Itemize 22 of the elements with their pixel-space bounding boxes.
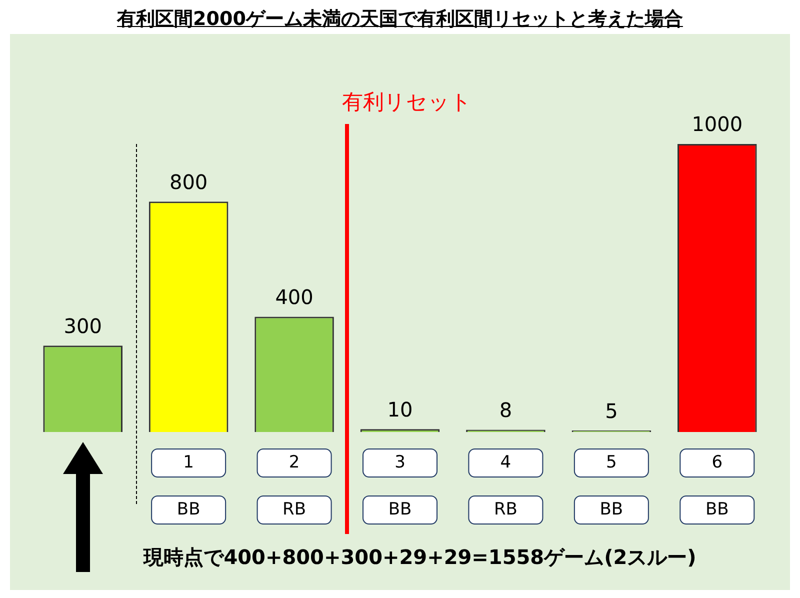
- text: BB: [176, 499, 200, 520]
- x-tick-label: 1: [183, 452, 194, 472]
- data-label: 1000: [692, 112, 743, 136]
- x-tick-label: 5: [606, 452, 617, 472]
- data-label: 800: [169, 170, 208, 194]
- data-label: 400: [275, 285, 314, 310]
- x-tick-label: 2: [288, 452, 300, 472]
- text: 現時点で400+800+300+29+29=1558ゲーム(2スルー): [142, 545, 696, 570]
- data-label: 300: [64, 314, 102, 338]
- text: BB: [600, 499, 624, 520]
- data-label: 8: [499, 398, 512, 422]
- x-tick-label: 6: [712, 452, 723, 472]
- text: BB: [388, 499, 412, 520]
- x-tick-label: 4: [500, 452, 512, 472]
- data-label: 10: [387, 397, 413, 422]
- data-label: 5: [605, 398, 618, 423]
- x-tick-label: 3: [394, 452, 406, 472]
- text: BB: [705, 499, 729, 520]
- chart-title: 有利区間2000ゲーム未満の天国で有利区間リセットと考えた場合: [116, 7, 684, 32]
- text: RB: [282, 499, 306, 520]
- text: RB: [494, 499, 518, 520]
- text: 有利リセット: [342, 90, 472, 114]
